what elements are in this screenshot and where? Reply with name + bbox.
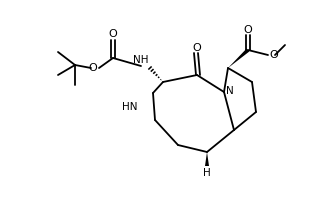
Text: O: O — [109, 29, 117, 39]
Text: HN: HN — [122, 102, 138, 112]
Text: N: N — [226, 86, 234, 96]
Text: O: O — [88, 63, 97, 73]
Text: O: O — [269, 50, 278, 60]
Text: O: O — [193, 43, 201, 53]
Polygon shape — [228, 49, 249, 68]
Polygon shape — [205, 152, 209, 166]
Text: H: H — [203, 168, 211, 178]
Text: NH: NH — [133, 55, 149, 65]
Text: O: O — [244, 25, 252, 35]
